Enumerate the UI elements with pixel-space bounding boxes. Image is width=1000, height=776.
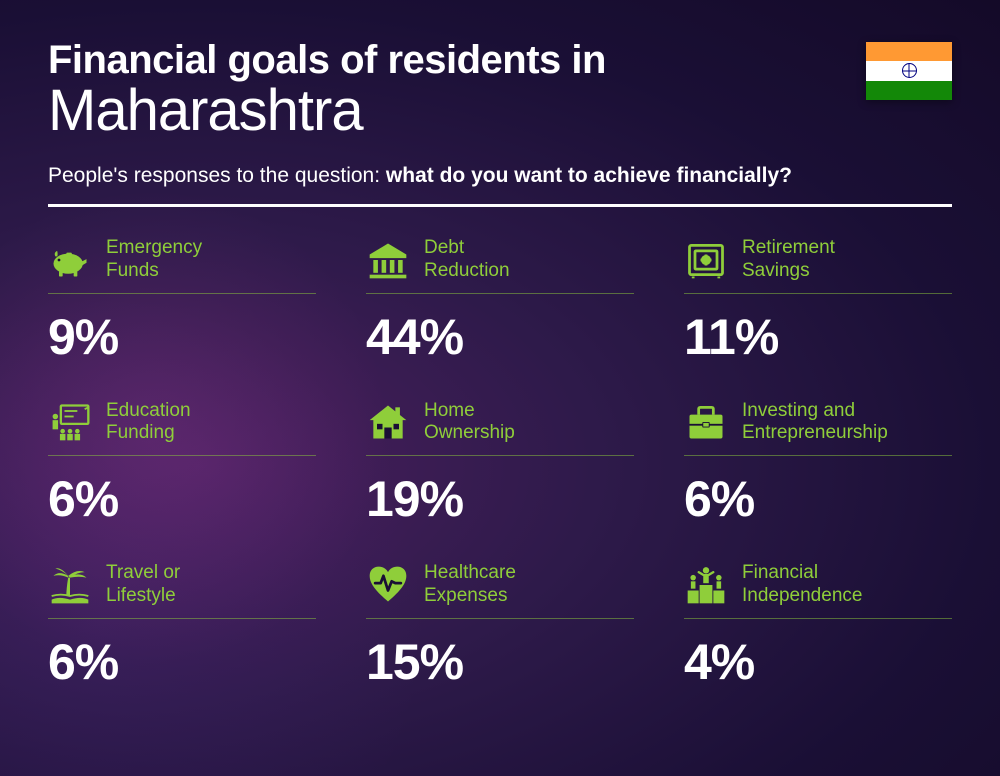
- goal-financial-independence: FinancialIndependence 4%: [684, 562, 952, 691]
- title-line-2: Maharashtra: [48, 77, 952, 144]
- india-flag-icon: [866, 42, 952, 100]
- goal-percent: 6%: [48, 470, 316, 528]
- bank-icon: [366, 238, 410, 282]
- subtitle-question: what do you want to achieve financially?: [386, 164, 792, 187]
- goal-education-funding: EducationFunding 6%: [48, 400, 316, 529]
- goal-percent: 4%: [684, 633, 952, 691]
- goal-percent: 11%: [684, 308, 952, 366]
- goal-healthcare-expenses: HealthcareExpenses 15%: [366, 562, 634, 691]
- divider: [48, 204, 952, 207]
- education-icon: [48, 400, 92, 444]
- goal-home-ownership: HomeOwnership 19%: [366, 400, 634, 529]
- palm-icon: [48, 563, 92, 607]
- goal-label: RetirementSavings: [742, 237, 835, 283]
- goal-emergency-funds: EmergencyFunds 9%: [48, 237, 316, 366]
- goal-travel-lifestyle: Travel orLifestyle 6%: [48, 562, 316, 691]
- goal-label: Investing andEntrepreneurship: [742, 400, 888, 446]
- header: Financial goals of residents in Maharash…: [48, 38, 952, 207]
- subtitle-prefix: People's responses to the question:: [48, 164, 386, 187]
- piggy-bank-icon: [48, 238, 92, 282]
- goal-investing-entrepreneurship: Investing andEntrepreneurship 6%: [684, 400, 952, 529]
- goal-percent: 9%: [48, 308, 316, 366]
- goal-percent: 15%: [366, 633, 634, 691]
- goal-debt-reduction: DebtReduction 44%: [366, 237, 634, 366]
- podium-icon: [684, 563, 728, 607]
- goal-percent: 44%: [366, 308, 634, 366]
- goal-label: EducationFunding: [106, 400, 191, 446]
- safe-icon: [684, 238, 728, 282]
- goal-label: DebtReduction: [424, 237, 510, 283]
- goals-grid: EmergencyFunds 9% DebtReduction 44% Reti…: [48, 237, 952, 691]
- subtitle: People's responses to the question: what…: [48, 164, 952, 188]
- goal-label: EmergencyFunds: [106, 237, 202, 283]
- goal-percent: 19%: [366, 470, 634, 528]
- goal-retirement-savings: RetirementSavings 11%: [684, 237, 952, 366]
- goal-label: FinancialIndependence: [742, 562, 862, 608]
- house-icon: [366, 400, 410, 444]
- goal-label: Travel orLifestyle: [106, 562, 180, 608]
- heart-pulse-icon: [366, 563, 410, 607]
- goal-percent: 6%: [684, 470, 952, 528]
- goal-label: HomeOwnership: [424, 400, 515, 446]
- goal-label: HealthcareExpenses: [424, 562, 516, 608]
- briefcase-icon: [684, 400, 728, 444]
- goal-percent: 6%: [48, 633, 316, 691]
